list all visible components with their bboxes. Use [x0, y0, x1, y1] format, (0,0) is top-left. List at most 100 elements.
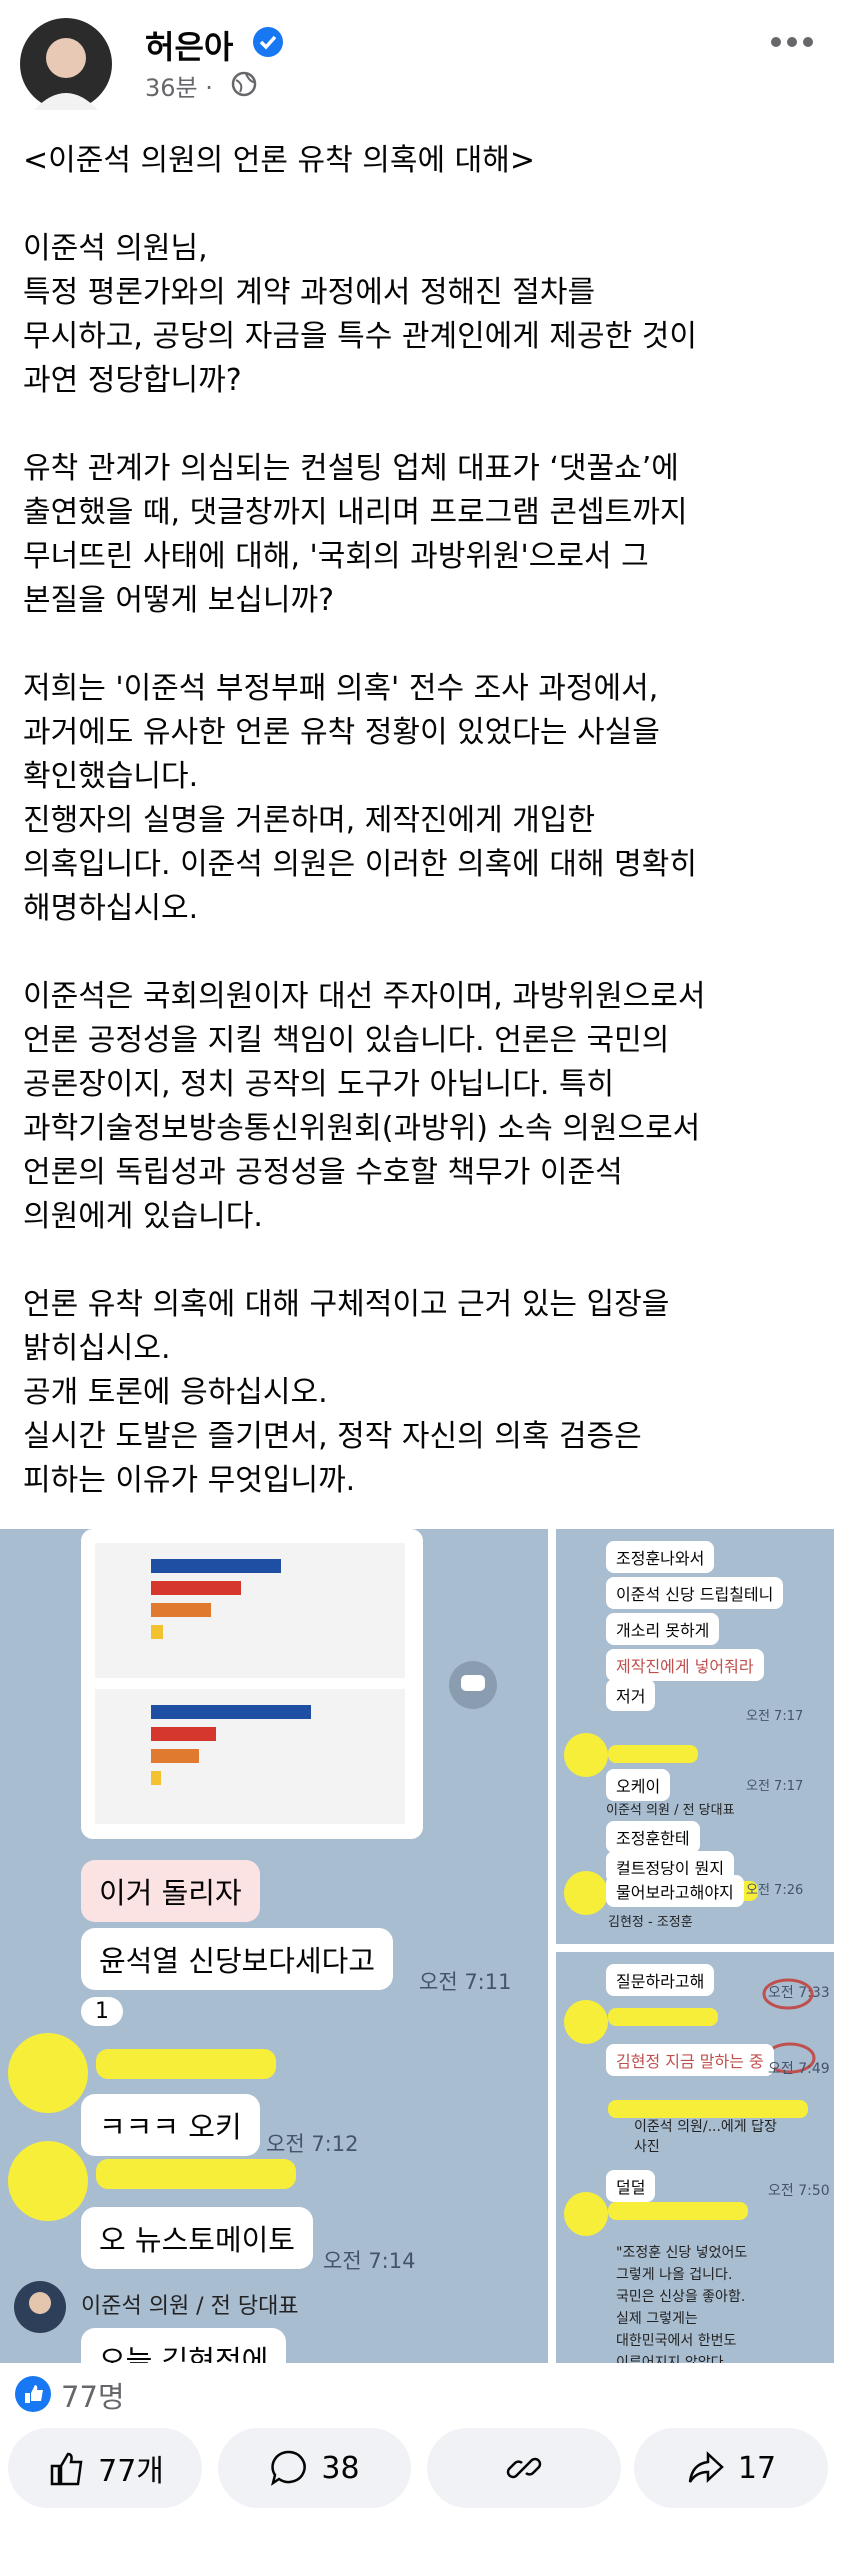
share-count: 17 — [737, 2450, 777, 2486]
profile-photo — [14, 2281, 66, 2333]
text-line: 이준석 의원님, — [23, 231, 208, 266]
share-icon — [688, 2451, 724, 2483]
text-line: 무시하고, 공당의 자금을 특수 관계인에게 제공한 것이 — [23, 319, 697, 354]
text-line: 이준석은 국회의원이자 대선 주자이며, 과방위원으로서 — [23, 979, 706, 1014]
like-count: 77개 — [98, 2454, 164, 2489]
share-overlay[interactable] — [448, 1660, 498, 1710]
text-line: 저희는 '이준석 부정부패 의혹' 전수 조사 과정에서, — [23, 671, 659, 706]
link-button[interactable] — [427, 2428, 621, 2508]
text-line: 언론 유착 의혹에 대해 구체적이고 근거 있는 입장을 — [23, 1287, 670, 1322]
redaction — [96, 2159, 296, 2189]
verified-badge — [253, 27, 283, 57]
post-time[interactable]: 36분 · — [145, 74, 213, 102]
text-line: 공론장이지, 정치 공작의 도구가 아닙니다. 특히 — [23, 1067, 615, 1102]
chat-time: 오전 7:11 — [419, 1970, 512, 1994]
comment-button[interactable]: 38 — [218, 2428, 411, 2508]
chat-time: 오전 7:50 — [768, 2183, 830, 2199]
reaction-count[interactable]: 77명 — [61, 2380, 125, 2414]
text-line: 공개 토론에 응하십시오. — [23, 1375, 328, 1410]
chat-bubble: 오늘 김현정에 — [81, 2328, 287, 2363]
chat-time: 오전 7:33 — [768, 1985, 830, 2001]
yellow-avatar — [564, 1871, 608, 1915]
chat-text: 실제 그렇게는 — [616, 2311, 698, 2327]
text-line: 무너뜨린 사태에 대해, '국회의 과방위원'으로서 그 — [23, 539, 649, 574]
like-badge — [15, 2376, 51, 2412]
redaction — [608, 2008, 718, 2026]
chat-time: 오전 7:26 — [746, 1883, 804, 1898]
text-line: <이준석 의원의 언론 유착 의혹에 대해> — [23, 143, 535, 178]
chat-bubble: 1 — [81, 1997, 123, 2026]
chat-time: 오전 7:49 — [768, 2061, 830, 2077]
link-icon — [506, 2457, 542, 2479]
text-line: 의원에게 있습니다. — [23, 1199, 263, 1234]
chat-text: 대한민국에서 한번도 — [616, 2333, 737, 2349]
chat-bubble: 오케이 — [606, 1769, 671, 1801]
text-line: 출연했을 때, 댓글창까지 내리며 프로그램 콘셉트까지 — [23, 495, 688, 530]
paragraph: <이준석 의원의 언론 유착 의혹에 대해> — [23, 139, 705, 183]
author-name[interactable]: 허은아 — [145, 28, 234, 66]
chat-text: 사진 — [634, 2139, 660, 2155]
chat-time: 오전 7:17 — [746, 1709, 804, 1724]
text-line: 진행자의 실명을 거론하며, 제작진에게 개입한 — [23, 803, 596, 838]
chat-bubble: 저거 — [606, 1679, 656, 1711]
chat-bubble: 물어보라고해야지 — [606, 1875, 744, 1907]
text-line: 피하는 이유가 무엇입니까. — [23, 1463, 356, 1498]
chat-text: 이준석 의원/...에게 답장 — [634, 2119, 777, 2135]
chat-text: 국민은 신상을 좋아함. — [616, 2289, 746, 2305]
text-line: 과거에도 유사한 언론 유착 정황이 있었다는 사실을 — [23, 715, 660, 750]
chat-bubble: 조정훈한테 — [606, 1821, 700, 1853]
text-line: 특정 평론가와의 계약 과정에서 정해진 절차를 — [23, 275, 596, 310]
chat-text: 그렇게 나올 겁니다. — [616, 2267, 733, 2283]
comment-count: 38 — [321, 2450, 360, 2486]
avatar — [20, 18, 112, 110]
yellow-avatar — [564, 2000, 608, 2044]
paragraph: 저희는 '이준석 부정부패 의혹' 전수 조사 과정에서, 과거에도 유사한 언론… — [23, 667, 705, 931]
text-line: 언론 공정성을 지킬 책임이 있습니다. 언론은 국민의 — [23, 1023, 670, 1058]
text-line: 유착 관계가 의심되는 컨설팅 업체 대표가 ‘댓꿀쇼’에 — [23, 451, 679, 486]
like-button[interactable]: 77개 — [8, 2428, 202, 2508]
globe-icon — [231, 71, 257, 97]
post-text: <이준석 의원의 언론 유착 의혹에 대해> 이준석 의원님, 특정 평론가와의 계… — [23, 139, 705, 1547]
like-icon — [50, 2452, 83, 2486]
redaction — [96, 2049, 276, 2079]
chat-bubble: 제작진에게 넣어줘라 — [606, 1649, 764, 1681]
yellow-avatar — [564, 2192, 608, 2236]
more-button[interactable] — [768, 32, 816, 52]
chart-card — [81, 1529, 423, 1839]
chat-name: 김현정 - 조정훈 — [608, 1915, 693, 1930]
text-line: 언론의 독립성과 공정성을 수호할 책무가 이준석 — [23, 1155, 623, 1190]
chat-time: 오전 7:17 — [746, 1779, 804, 1794]
chat-bubble: ㅋㅋㅋ 오키 — [81, 2094, 260, 2156]
text-line: 실시간 도발은 즐기면서, 정작 자신의 의혹 검증은 — [23, 1419, 642, 1454]
chat-bubble: 김현정 지금 말하는 중 — [606, 2044, 774, 2076]
chat-name: 이준석 의원 / 전 당대표 — [606, 1803, 735, 1818]
text-line: 해명하십시오. — [23, 891, 199, 926]
chat-text: "조정훈 신당 넣었어도 — [616, 2245, 748, 2261]
yellow-avatar — [8, 2033, 88, 2113]
chat-time: 오전 7:12 — [266, 2132, 359, 2156]
text-line: 본질을 어떻게 보십니까? — [23, 583, 334, 618]
redaction — [608, 2202, 748, 2220]
post-image[interactable]: 이거 돌리자 윤석열 신당보다세다고 오전 7:11 1 ㅋㅋㅋ 오키 오전 7:12 오 … — [0, 1529, 850, 2363]
comment-icon — [271, 2450, 307, 2486]
chat-bubble: 이거 돌리자 — [81, 1860, 260, 1922]
chat-bubble: 개소리 못하게 — [606, 1613, 720, 1645]
text-line: 과학기술정보방송통신위원회(과방위) 소속 의원으로서 — [23, 1111, 701, 1146]
chat-bubble: 이준석 신당 드립칠테니 — [606, 1577, 784, 1609]
chat-time: 오전 7:14 — [323, 2249, 416, 2273]
text-line: 확인했습니다. — [23, 759, 199, 794]
yellow-avatar — [564, 1733, 608, 1777]
text-line: 의혹입니다. 이준석 의원은 이러한 의혹에 대해 명확히 — [23, 847, 697, 882]
share-button[interactable]: 17 — [634, 2428, 828, 2508]
text-line: 과연 정당합니까? — [23, 363, 242, 398]
chat-bubble: 오 뉴스토메이토 — [81, 2207, 313, 2269]
paragraph: 언론 유착 의혹에 대해 구체적이고 근거 있는 입장을 밝히십시오. 공개 토론에… — [23, 1283, 705, 1503]
chat-bubble: 질문하라고해 — [606, 1964, 715, 1996]
chat-panel: 조정훈나와서 이준석 신당 드립칠테니 개소리 못하게 제작진에게 넣어줘라 저거 오전 … — [556, 1529, 834, 1944]
redaction — [608, 2100, 808, 2118]
yellow-avatar — [8, 2141, 88, 2221]
